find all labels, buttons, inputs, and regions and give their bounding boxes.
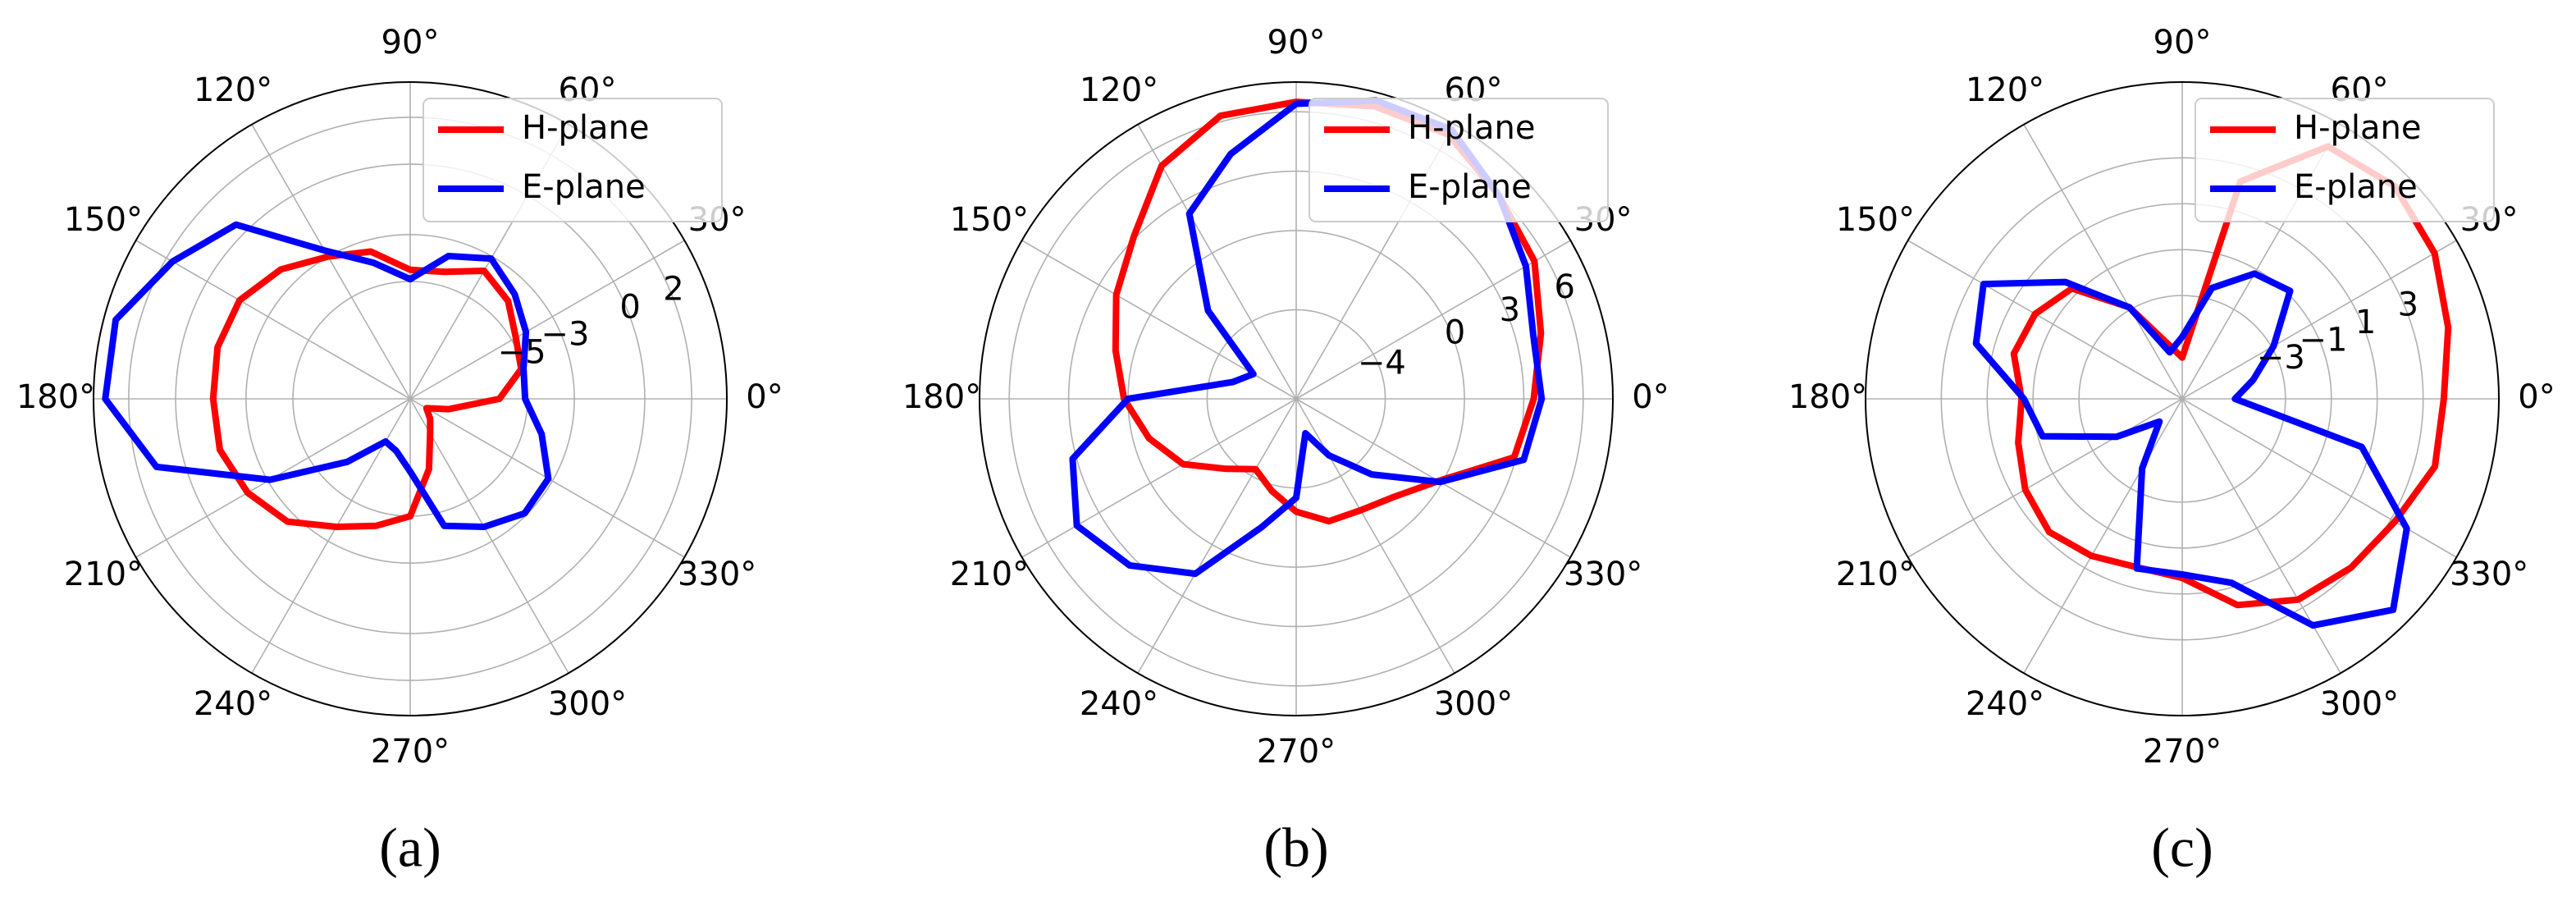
angular-grid-line: [135, 240, 411, 400]
radial-tick-label: 0: [1445, 314, 1465, 352]
angular-grid-line: [2181, 240, 2457, 400]
angular-tick-label: 330°: [1564, 556, 1642, 593]
angular-tick-label: 210°: [1836, 556, 1915, 593]
angular-tick-label: 0°: [2518, 378, 2555, 416]
angular-tick-label: 330°: [678, 556, 756, 593]
angular-tick-label: 240°: [1080, 685, 1158, 723]
radial-tick-label: 1: [2355, 304, 2376, 341]
legend-label: E-plane: [2294, 168, 2418, 206]
polar-frame: [979, 81, 1614, 716]
angular-tick-label: 150°: [1836, 201, 1915, 239]
radial-tick-label: 6: [1554, 268, 1574, 306]
radial-tick-label: −1: [2299, 321, 2347, 359]
angular-grid-line: [1907, 398, 2183, 558]
polar-frame: [1865, 81, 2500, 716]
angular-tick-label: 300°: [1434, 685, 1513, 723]
polar-frame: [93, 81, 728, 716]
panel-caption: (c): [2151, 817, 2213, 879]
radial-tick-label: 3: [1500, 291, 1520, 329]
angular-grid-line: [409, 240, 685, 400]
angular-tick-label: 120°: [1966, 71, 2044, 109]
angular-tick-label: 210°: [64, 556, 143, 593]
angular-grid-line: [1907, 240, 2183, 400]
angular-grid-line: [1137, 124, 1297, 400]
radial-grid-line: [1008, 111, 1584, 687]
radial-tick-label: 3: [2398, 286, 2418, 324]
radial-tick-label: −5: [498, 333, 546, 371]
panel-caption: (b): [1263, 817, 1328, 879]
angular-tick-label: 210°: [950, 556, 1029, 593]
polar-chart: 0°30°60°90°120°150°180°210°240°270°300°3…: [902, 24, 1669, 879]
angular-tick-label: 180°: [16, 378, 95, 416]
angular-tick-label: 240°: [1966, 685, 2044, 723]
legend-label: E-plane: [1408, 168, 1532, 206]
radial-grid-line: [2032, 249, 2332, 549]
angular-tick-label: 300°: [548, 685, 627, 723]
series-line: [102, 221, 552, 530]
polar-chart: 0°30°60°90°120°150°180°210°240°270°300°3…: [16, 24, 783, 879]
angular-tick-label: 180°: [1788, 378, 1867, 416]
legend-label: H-plane: [522, 109, 650, 147]
radial-grid-line: [2078, 295, 2286, 503]
radial-tick-label: −4: [1358, 344, 1406, 382]
radial-grid-line: [1067, 170, 1525, 628]
angular-tick-label: 90°: [381, 24, 440, 62]
legend-label: H-plane: [1408, 109, 1536, 147]
angular-tick-label: 270°: [2143, 733, 2222, 771]
radial-tick-label: −3: [2257, 339, 2305, 377]
legend-label: H-plane: [2294, 109, 2422, 147]
angular-tick-label: 0°: [746, 378, 783, 416]
angular-tick-label: 270°: [371, 733, 450, 771]
series-line: [209, 248, 525, 530]
legend-label: E-plane: [522, 168, 646, 206]
angular-grid-line: [1021, 398, 1297, 558]
radial-grid-line: [1986, 203, 2378, 595]
angular-tick-label: 150°: [64, 201, 143, 239]
angular-tick-label: 0°: [1632, 378, 1669, 416]
angular-tick-label: 90°: [2154, 24, 2212, 62]
angular-grid-line: [2181, 398, 2341, 674]
angular-grid-line: [1295, 398, 1455, 674]
radial-tick-label: 0: [619, 289, 640, 327]
angular-tick-label: 240°: [194, 685, 272, 723]
angular-tick-label: 120°: [194, 71, 272, 109]
series-line: [1972, 270, 2410, 629]
polar-chart: 0°30°60°90°120°150°180°210°240°270°300°3…: [1788, 24, 2555, 879]
radial-grid-line: [245, 234, 575, 564]
angular-tick-label: 270°: [1257, 733, 1336, 771]
angular-tick-label: 330°: [2450, 556, 2528, 593]
radial-tick-label: 2: [663, 271, 683, 309]
panel-caption: (a): [379, 817, 441, 879]
radial-grid-line: [128, 117, 692, 681]
angular-grid-line: [409, 398, 569, 674]
radial-grid-line: [175, 163, 646, 634]
radial-grid-line: [1940, 157, 2424, 641]
angular-grid-line: [2023, 124, 2183, 400]
angular-tick-label: 120°: [1080, 71, 1158, 109]
angular-tick-label: 300°: [2320, 685, 2399, 723]
angular-tick-label: 180°: [902, 378, 981, 416]
angular-tick-label: 150°: [950, 201, 1029, 239]
radial-tick-label: −3: [541, 315, 589, 353]
angular-grid-line: [251, 124, 411, 400]
angular-tick-label: 90°: [1267, 24, 1326, 62]
angular-grid-line: [2023, 398, 2183, 674]
angular-grid-line: [2181, 398, 2457, 558]
angular-grid-line: [1137, 398, 1297, 674]
